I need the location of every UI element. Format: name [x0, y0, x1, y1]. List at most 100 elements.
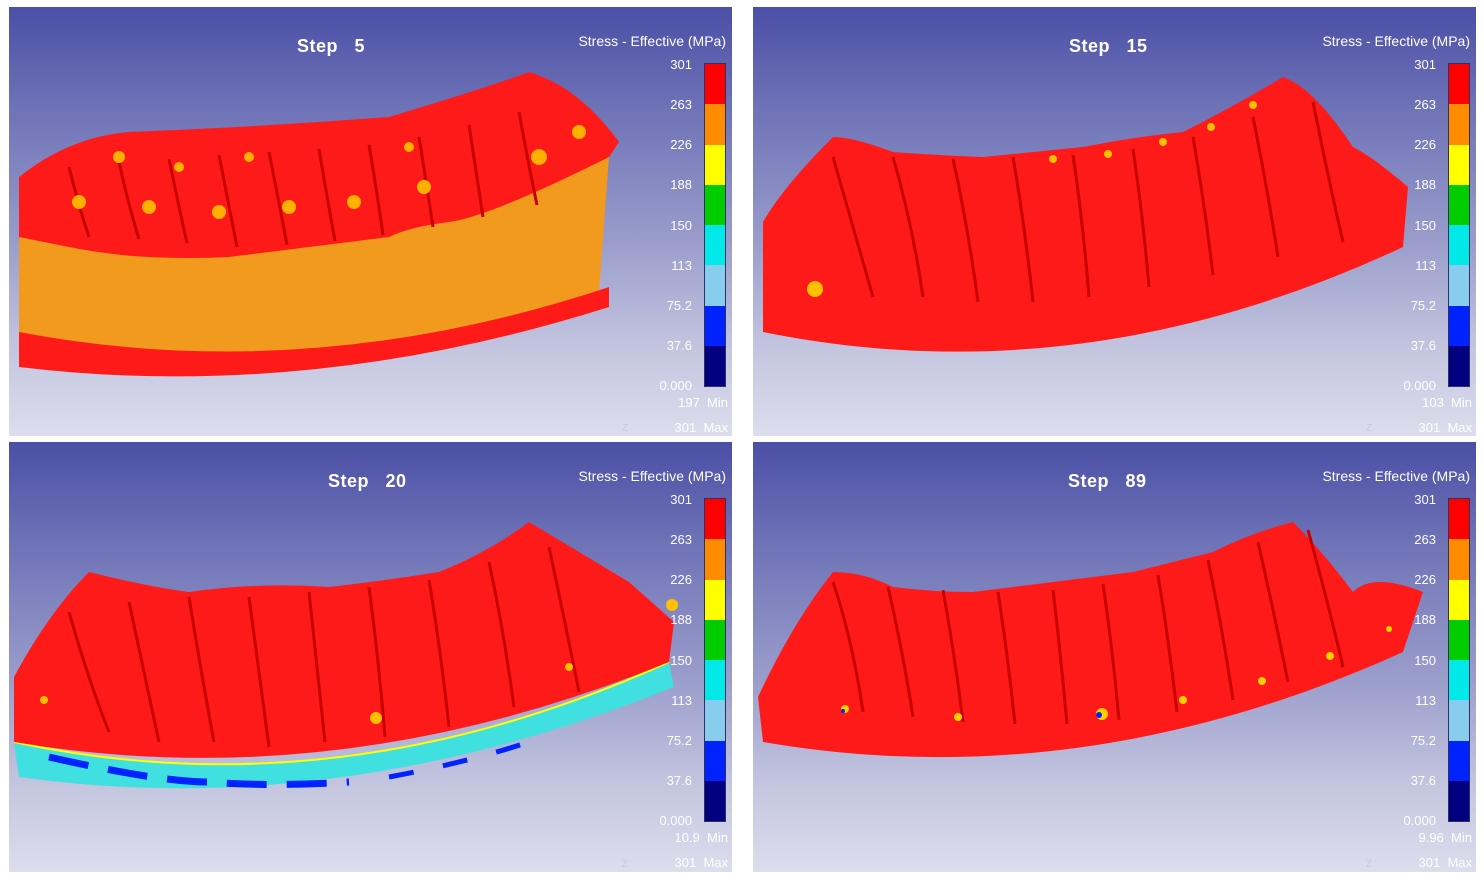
legend-tick: 75.2: [1410, 733, 1436, 748]
legend-tick: 113: [1415, 258, 1436, 273]
colorbar-segment: [1449, 184, 1469, 225]
legend-tick: 301: [1414, 492, 1436, 507]
min-readout: 197 Min: [678, 395, 728, 410]
colorbar-segment: [1449, 619, 1469, 660]
step-title: Step 89: [1046, 450, 1147, 513]
colorbar-segment: [1449, 539, 1469, 580]
max-readout: 301 Max: [1419, 855, 1473, 870]
legend-tick: 226: [670, 572, 692, 587]
min-value: 103: [1422, 395, 1444, 410]
viewport-step-15[interactable]: Step 15 Stress - Effective (MPa) 301 263…: [753, 7, 1476, 436]
step-title: Step 5: [275, 15, 365, 78]
viewport-step-20[interactable]: Step 20 Stress - Effective (MPa) 301 263…: [9, 442, 732, 872]
min-readout: 10.9 Min: [675, 830, 729, 845]
colorbar-segment: [705, 539, 725, 580]
viewport-step-89[interactable]: Step 89 Stress - Effective (MPa) 301 263…: [753, 442, 1476, 872]
legend-tick: 263: [1414, 97, 1436, 112]
colorbar-segment: [1449, 740, 1469, 781]
stress-colorbar: [1448, 63, 1470, 387]
max-value: 301: [1418, 420, 1441, 435]
gear-stress-model: [763, 77, 1408, 352]
legend-title: Stress - Effective (MPa): [1322, 468, 1470, 484]
colorbar-segment: [705, 579, 725, 620]
step-label: Step: [297, 36, 339, 56]
colorbar-segment: [705, 144, 725, 185]
stress-colorbar: [1448, 498, 1470, 822]
gear-stress-model: [19, 72, 619, 377]
min-label: Min: [707, 395, 728, 410]
legend-tick: 37.6: [1410, 773, 1436, 788]
min-value: 197: [678, 395, 700, 410]
axis-indicator: Z: [621, 423, 628, 434]
step-label: Step: [1068, 471, 1110, 491]
legend-tick: 150: [670, 218, 692, 233]
legend-tick: 150: [670, 653, 692, 668]
colorbar-segment: [705, 305, 725, 346]
legend-tick: 0.000: [659, 378, 692, 393]
legend-tick: 113: [671, 693, 692, 708]
colorbar-segment: [705, 104, 725, 145]
colorbar-segment: [705, 265, 725, 306]
min-value: 10.9: [674, 830, 700, 845]
legend-tick: 301: [1414, 57, 1436, 72]
colorbar-segment: [705, 700, 725, 741]
legend-tick: 263: [670, 532, 692, 547]
max-readout: 301 Max: [675, 855, 729, 870]
colorbar-segment: [705, 619, 725, 660]
legend-title: Stress - Effective (MPa): [1322, 33, 1470, 49]
colorbar-segment: [1449, 104, 1469, 145]
colorbar-segment: [705, 740, 725, 781]
max-value: 301: [1418, 855, 1441, 870]
legend-tick: 75.2: [666, 298, 692, 313]
legend-tick: 75.2: [666, 733, 692, 748]
legend-tick: 301: [670, 57, 692, 72]
colorbar-segment: [705, 660, 725, 701]
legend-tick: 226: [670, 137, 692, 152]
legend-tick: 188: [670, 177, 692, 192]
max-readout: 301 Max: [675, 420, 729, 435]
colorbar-segment: [705, 345, 725, 386]
legend-tick: 301: [670, 492, 692, 507]
legend-tick: 0.000: [659, 813, 692, 828]
colorbar-segment: [705, 184, 725, 225]
colorbar-segment: [705, 499, 725, 540]
legend-tick: 150: [1414, 218, 1436, 233]
axis-indicator: Z: [1365, 423, 1372, 434]
legend-tick: 113: [671, 258, 692, 273]
step-number: 15: [1126, 36, 1148, 56]
step-label: Step: [1069, 36, 1111, 56]
viewport-step-5[interactable]: Step 5 Stress - Effective (MPa) 301 263 …: [9, 7, 732, 436]
colorbar-segment: [1449, 579, 1469, 620]
max-value: 301: [674, 855, 697, 870]
colorbar-segment: [705, 780, 725, 821]
colorbar-segment: [1449, 660, 1469, 701]
max-label: Max: [1447, 420, 1472, 435]
step-label: Step: [328, 471, 370, 491]
legend-title: Stress - Effective (MPa): [578, 468, 726, 484]
legend-tick: 226: [1414, 572, 1436, 587]
colorbar-segment: [1449, 780, 1469, 821]
legend-tick: 0.000: [1403, 813, 1436, 828]
legend-tick: 0.000: [1403, 378, 1436, 393]
legend-tick: 188: [670, 612, 692, 627]
colorbar-segment: [1449, 64, 1469, 105]
legend-title: Stress - Effective (MPa): [578, 33, 726, 49]
min-readout: 103 Min: [1422, 395, 1472, 410]
axis-indicator: Z: [621, 859, 628, 870]
legend-tick: 263: [1414, 532, 1436, 547]
min-readout: 9.96 Min: [1419, 830, 1473, 845]
max-label: Max: [1447, 855, 1472, 870]
axis-indicator: Z: [1365, 859, 1372, 870]
min-value: 9.96: [1418, 830, 1444, 845]
colorbar-segment: [1449, 305, 1469, 346]
min-label: Min: [707, 830, 728, 845]
legend-tick: 37.6: [1410, 338, 1436, 353]
colorbar-segment: [1449, 700, 1469, 741]
step-title: Step 15: [1047, 15, 1148, 78]
legend-tick: 188: [1414, 612, 1436, 627]
stress-colorbar: [704, 63, 726, 387]
colorbar-segment: [705, 225, 725, 266]
legend-tick: 37.6: [666, 773, 692, 788]
legend-tick: 188: [1414, 177, 1436, 192]
max-readout: 301 Max: [1419, 420, 1473, 435]
